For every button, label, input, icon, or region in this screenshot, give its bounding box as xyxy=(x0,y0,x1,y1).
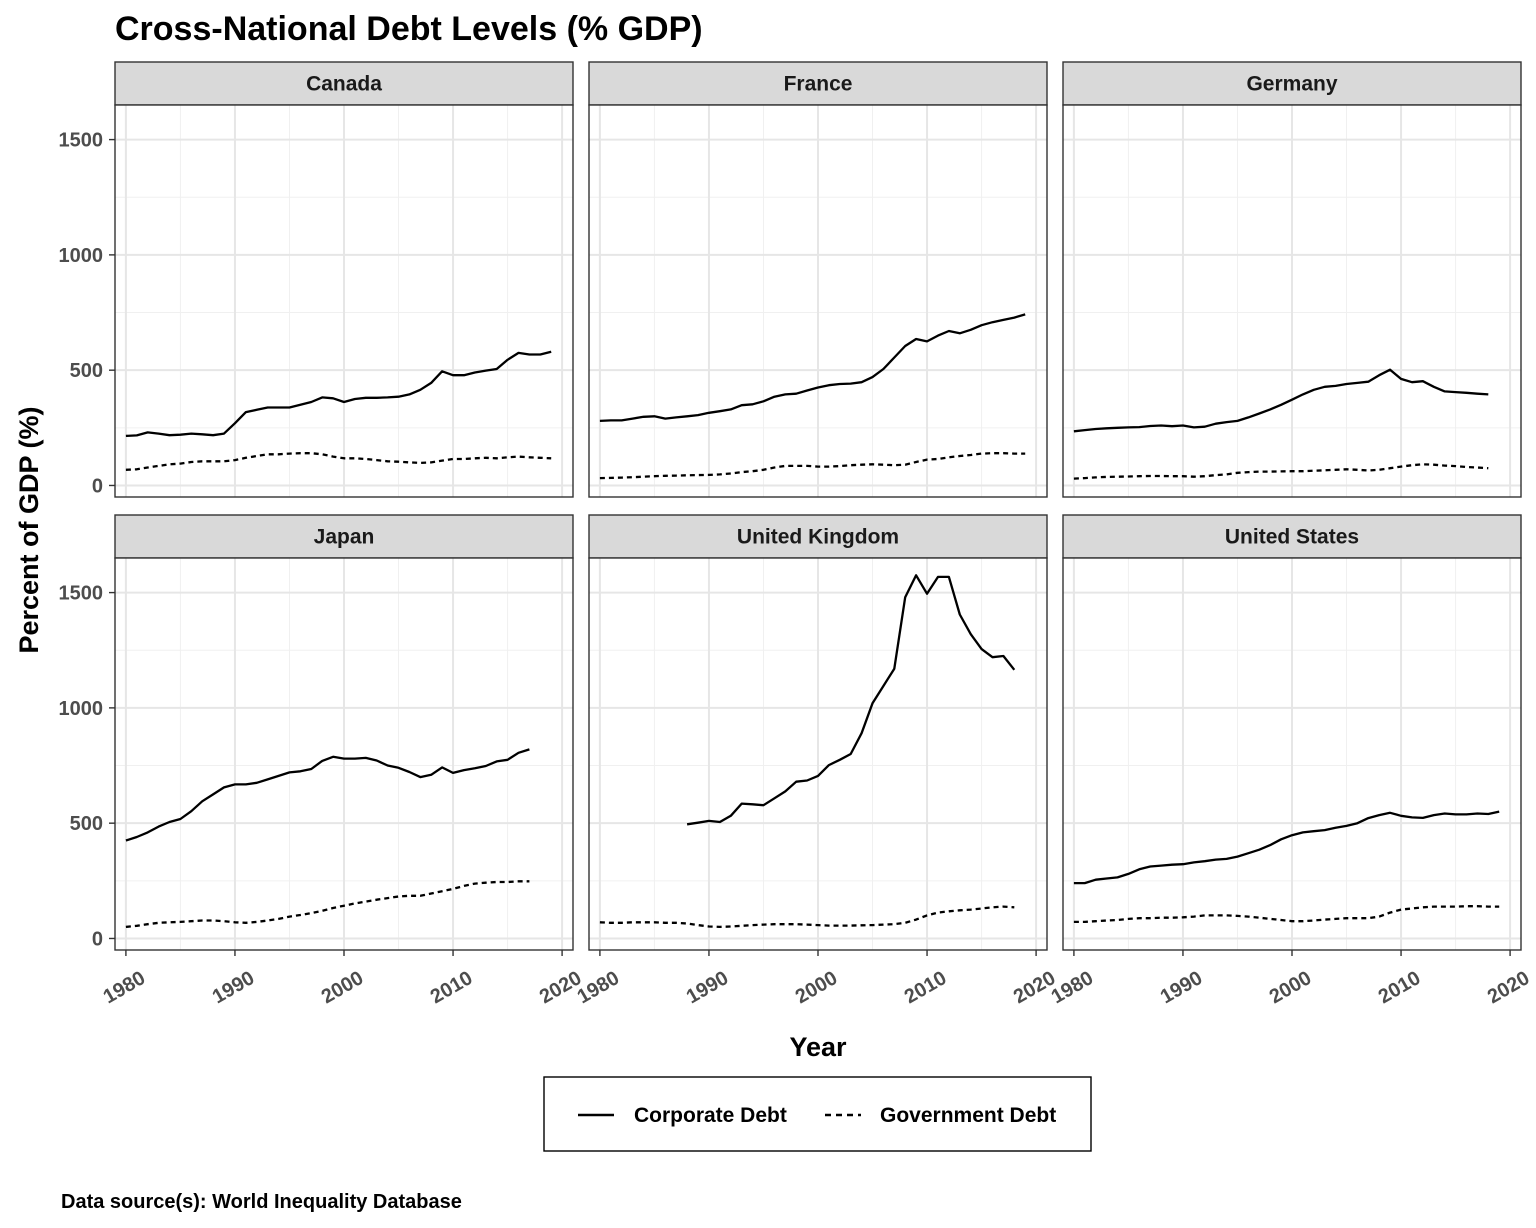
facet-strip-label: France xyxy=(784,73,853,96)
caption: Data source(s): World Inequality Databas… xyxy=(61,1191,462,1213)
y-tick-label: 1000 xyxy=(59,245,104,267)
series-line-government-debt xyxy=(1073,463,1489,480)
facet-strip-label: Canada xyxy=(306,73,382,96)
series-line-corporate-debt xyxy=(125,350,552,438)
series-line-corporate-debt xyxy=(686,574,1016,826)
facet-strip-label: United Kingdom xyxy=(737,526,899,549)
series-line-government-debt xyxy=(125,880,530,929)
y-tick-label: 0 xyxy=(92,928,103,950)
panel-border xyxy=(114,104,574,498)
facet-strip xyxy=(588,514,1048,559)
series-line-corporate-debt xyxy=(1073,368,1489,433)
y-tick-label: 1500 xyxy=(59,130,104,152)
legend-label-corporate-debt: Corporate Debt xyxy=(634,1104,787,1127)
facet-strip xyxy=(114,514,574,559)
facet-strip xyxy=(588,61,1048,106)
y-axis-title: Percent of GDP (%) xyxy=(14,406,44,653)
facet-strip-label: United States xyxy=(1225,526,1359,549)
panel-border xyxy=(588,104,1048,498)
x-axis-title: Year xyxy=(789,1032,847,1062)
series-line-corporate-debt xyxy=(1073,810,1500,885)
y-tick-label: 1500 xyxy=(59,583,104,605)
y-tick-label: 1000 xyxy=(59,698,104,720)
facet-canada: Canada 0 500 1000 1500 xyxy=(59,61,574,498)
y-tick-label: 0 xyxy=(92,475,103,497)
facet-strip xyxy=(1062,514,1522,559)
chart-title: Cross-National Debt Levels (% GDP) xyxy=(115,10,703,48)
facet-strip-label: Japan xyxy=(314,526,375,549)
series-line-corporate-debt xyxy=(599,313,1026,423)
facet-germany: Germany xyxy=(1062,61,1522,498)
y-tick-label: 500 xyxy=(70,813,103,835)
legend: Corporate Debt Government Debt xyxy=(543,1076,1092,1152)
series-line-government-debt xyxy=(599,905,1015,929)
y-tick-label: 500 xyxy=(70,360,103,382)
legend-box xyxy=(543,1076,1092,1152)
series-line-corporate-debt xyxy=(125,748,530,842)
facet-strip xyxy=(1062,61,1522,106)
facet-strip-label: Germany xyxy=(1246,73,1337,96)
panel-border xyxy=(1062,104,1522,498)
facet-strip xyxy=(114,61,574,106)
legend-label-government-debt: Government Debt xyxy=(880,1104,1056,1127)
facet-france: France xyxy=(588,61,1048,498)
facet-panels: Canada 0 500 1000 1500 France Germany Japan 0 500… xyxy=(59,61,1533,1008)
